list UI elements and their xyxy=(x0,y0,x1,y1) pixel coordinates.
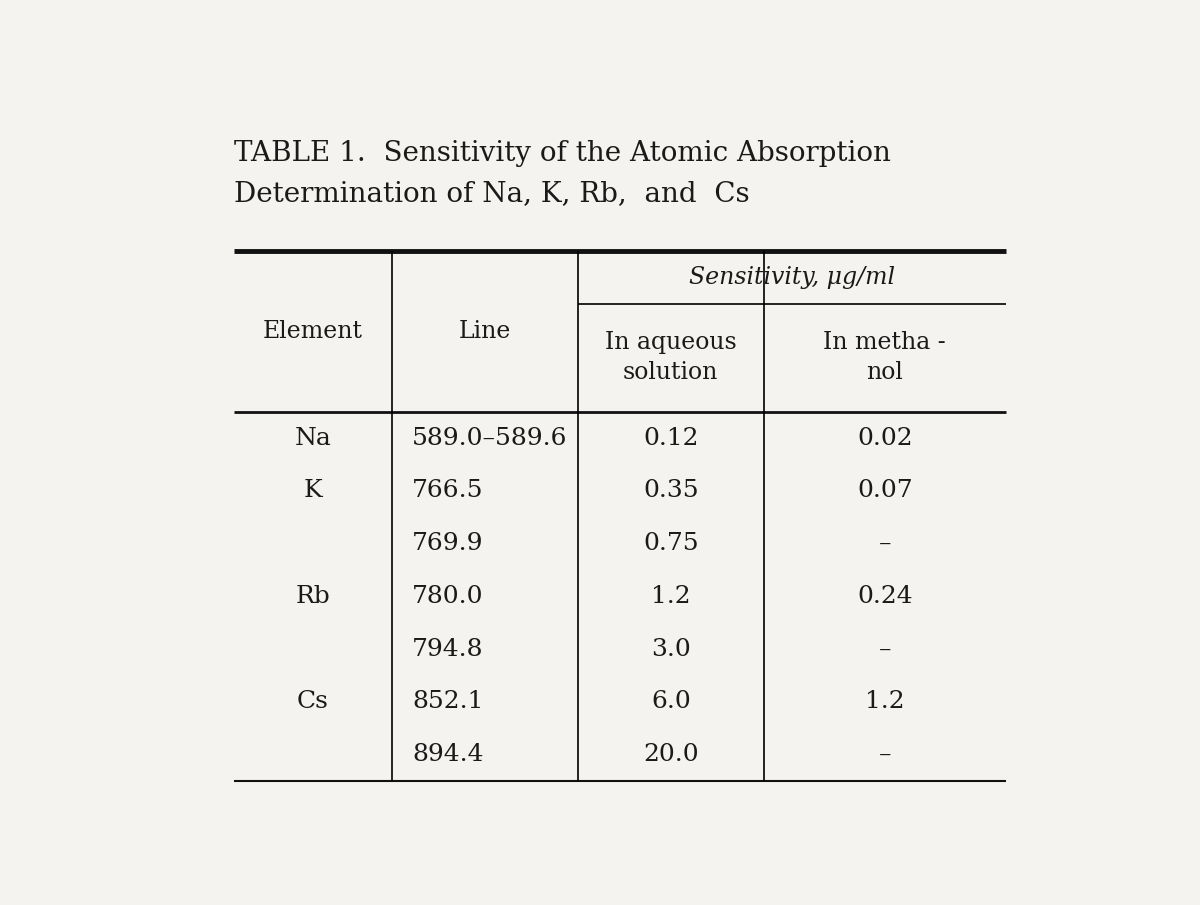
Text: 0.24: 0.24 xyxy=(857,585,912,608)
Text: –: – xyxy=(878,638,890,661)
Text: 852.1: 852.1 xyxy=(413,691,484,713)
Text: Element: Element xyxy=(263,320,362,343)
Text: TABLE 1.  Sensitivity of the Atomic Absorption: TABLE 1. Sensitivity of the Atomic Absor… xyxy=(234,140,890,167)
Text: Line: Line xyxy=(458,320,511,343)
Text: 0.07: 0.07 xyxy=(857,480,912,502)
Text: In aqueous
solution: In aqueous solution xyxy=(605,331,737,385)
Text: In metha -
nol: In metha - nol xyxy=(823,331,946,385)
Text: 766.5: 766.5 xyxy=(413,480,484,502)
Text: 3.0: 3.0 xyxy=(650,638,691,661)
Text: 0.75: 0.75 xyxy=(643,532,698,555)
Text: Determination of Na, K, Rb,  and  Cs: Determination of Na, K, Rb, and Cs xyxy=(234,180,749,207)
Text: 20.0: 20.0 xyxy=(643,743,698,767)
Text: 0.02: 0.02 xyxy=(857,426,912,450)
Text: Cs: Cs xyxy=(296,691,329,713)
Text: –: – xyxy=(878,743,890,767)
Text: 0.12: 0.12 xyxy=(643,426,698,450)
Text: Na: Na xyxy=(294,426,331,450)
Text: 0.35: 0.35 xyxy=(643,480,698,502)
Text: Rb: Rb xyxy=(295,585,330,608)
Text: 894.4: 894.4 xyxy=(413,743,484,767)
Text: 769.9: 769.9 xyxy=(413,532,484,555)
Text: 1.2: 1.2 xyxy=(650,585,691,608)
Text: Sensitivity, μg/ml: Sensitivity, μg/ml xyxy=(689,266,895,289)
Text: 589.0–589.6: 589.0–589.6 xyxy=(413,426,568,450)
Text: 794.8: 794.8 xyxy=(413,638,484,661)
Text: K: K xyxy=(304,480,322,502)
Text: 1.2: 1.2 xyxy=(865,691,905,713)
Text: 780.0: 780.0 xyxy=(413,585,484,608)
Text: –: – xyxy=(878,532,890,555)
Text: 6.0: 6.0 xyxy=(650,691,691,713)
